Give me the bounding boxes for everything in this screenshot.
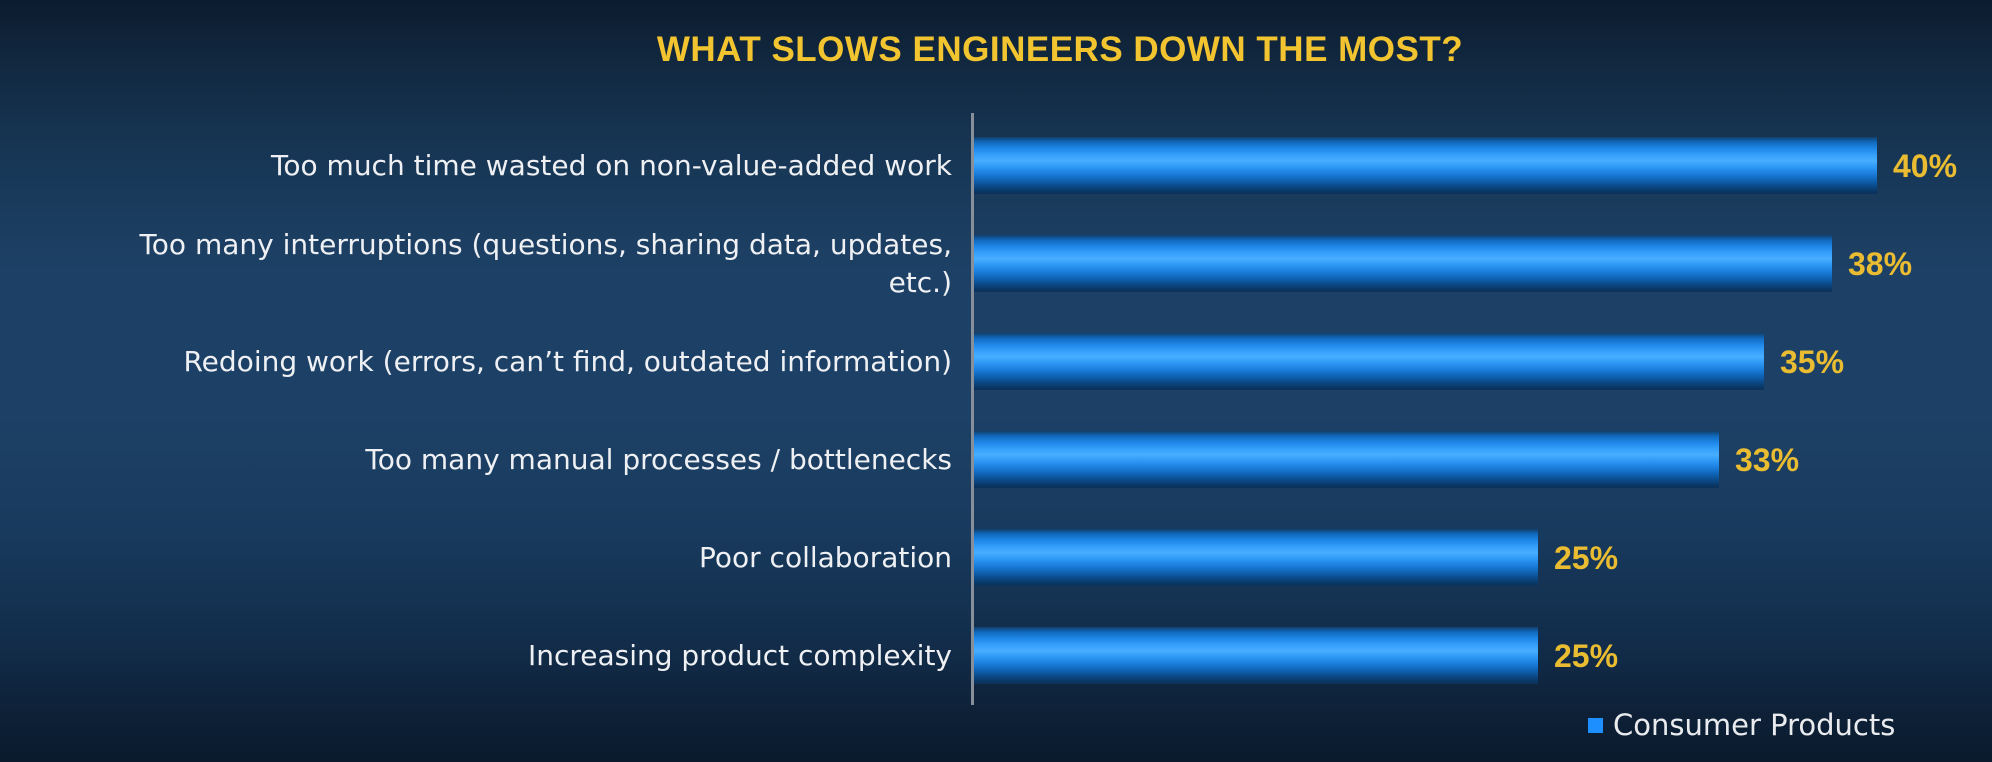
chart-row: Too much time wasted on non-value-added … <box>0 137 1992 194</box>
value-label: 25% <box>1554 638 1619 674</box>
bar-consumer-products <box>974 137 1877 194</box>
chart-row: Increasing product complexity 25% <box>0 627 1992 684</box>
legend-swatch-icon <box>1588 717 1603 733</box>
category-label: Too many manual processes / bottlenecks <box>365 442 952 476</box>
value-label: 40% <box>1893 148 1958 184</box>
chart-row: Too many interruptions (questions, shari… <box>0 227 1992 299</box>
value-label: 35% <box>1780 344 1845 380</box>
chart-title: WHAT SLOWS ENGINEERS DOWN THE MOST? <box>656 30 1464 69</box>
bar-consumer-products <box>974 431 1719 488</box>
chart-row: Poor collaboration 25% <box>0 529 1992 586</box>
category-label: Redoing work (errors, can’t find, outdat… <box>183 344 952 378</box>
chart-row: Too many manual processes / bottlenecks … <box>0 431 1992 488</box>
value-label: 38% <box>1848 246 1913 282</box>
chart-row: Redoing work (errors, can’t find, outdat… <box>0 333 1992 390</box>
category-label: Too many interruptions (questions, shari… <box>139 227 952 299</box>
bar-consumer-products <box>974 235 1832 292</box>
bar-consumer-products <box>974 627 1538 684</box>
legend-label: Consumer Products <box>1613 708 1896 742</box>
category-label: Too much time wasted on non-value-added … <box>271 148 952 182</box>
bar-consumer-products <box>974 333 1764 390</box>
bar-consumer-products <box>974 529 1538 586</box>
y-axis-line <box>971 113 974 705</box>
legend: Consumer Products <box>1588 700 1895 750</box>
category-label: Increasing product complexity <box>527 638 952 672</box>
value-label: 33% <box>1735 442 1800 478</box>
category-label: Poor collaboration <box>698 540 952 574</box>
value-label: 25% <box>1554 540 1619 576</box>
